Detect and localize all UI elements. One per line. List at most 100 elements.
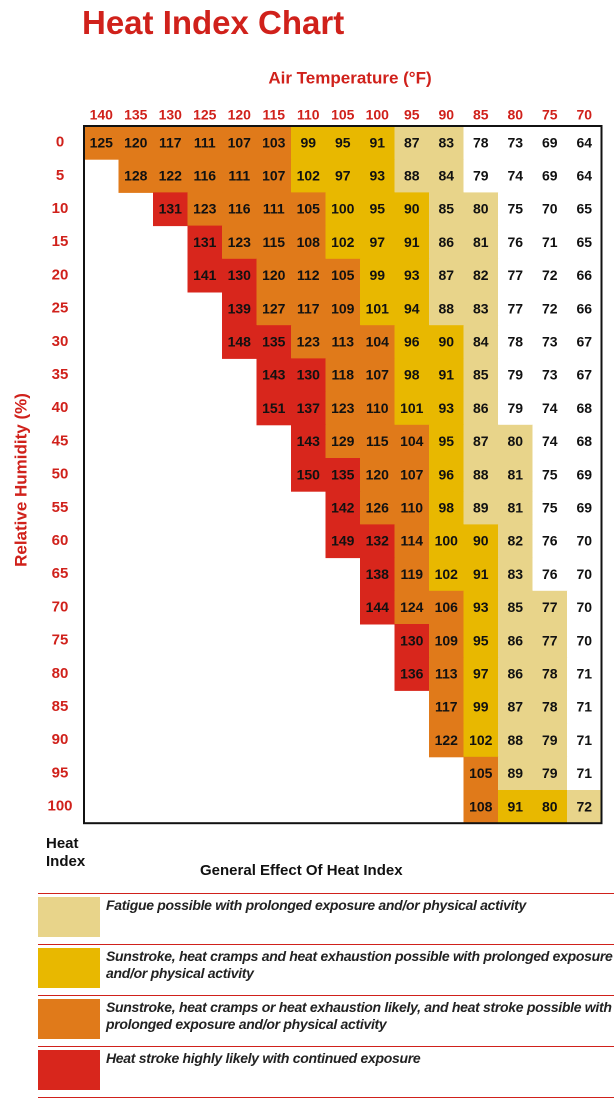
cell-value: 79	[542, 732, 558, 748]
cell-bg	[498, 325, 533, 359]
cell-bg	[222, 192, 257, 227]
cell-bg	[256, 192, 292, 227]
cell-value: 64	[576, 134, 592, 150]
cell-bg	[360, 126, 395, 160]
cell-value: 141	[193, 267, 217, 283]
cell-bg	[567, 225, 602, 260]
cell-bg	[360, 524, 395, 559]
cell-bg	[567, 424, 602, 459]
cell-value: 67	[576, 367, 592, 383]
cell-bg	[429, 424, 464, 459]
cell-bg	[463, 690, 499, 725]
cell-bg	[567, 159, 602, 193]
humidity-label: 80	[52, 665, 69, 682]
cell-value: 74	[542, 433, 558, 449]
cell-value: 110	[366, 400, 389, 416]
cell-value: 88	[404, 168, 420, 184]
cell-bg	[567, 557, 602, 592]
legend-text: Sunstroke, heat cramps or heat exhaustio…	[106, 999, 612, 1032]
temperature-label: 130	[159, 107, 183, 123]
temperature-label: 90	[438, 107, 454, 123]
cell-value: 93	[473, 599, 489, 615]
cell-bg	[532, 458, 568, 492]
cell-value: 69	[576, 500, 592, 516]
cell-value: 66	[576, 267, 592, 283]
humidity-label: 35	[52, 366, 69, 383]
cell-value: 73	[542, 367, 558, 383]
cell-bg	[498, 557, 533, 592]
cell-value: 70	[576, 632, 592, 648]
cell-value: 82	[473, 267, 489, 283]
cell-value: 137	[297, 400, 321, 416]
cell-value: 107	[366, 367, 390, 383]
cell-value: 129	[331, 433, 355, 449]
cell-bg	[429, 292, 464, 326]
cell-value: 70	[576, 599, 592, 615]
legend-swatch	[38, 897, 100, 937]
cell-bg	[532, 756, 568, 791]
humidity-label: 100	[47, 798, 72, 815]
cell-bg	[360, 557, 395, 592]
temperature-label: 95	[404, 107, 420, 123]
cell-bg	[325, 424, 361, 459]
cell-value: 74	[542, 400, 558, 416]
cell-value: 115	[262, 234, 285, 250]
humidity-label: 75	[52, 632, 69, 649]
cell-bg	[567, 491, 602, 525]
cell-value: 103	[262, 134, 286, 150]
cell-value: 77	[542, 599, 558, 615]
cell-bg	[463, 159, 499, 193]
cell-value: 100	[435, 533, 459, 549]
cell-value: 67	[576, 334, 592, 350]
cell-value: 89	[507, 765, 523, 781]
cell-value: 90	[438, 334, 454, 350]
cell-bg	[222, 292, 257, 326]
humidity-label: 55	[52, 499, 69, 516]
cell-bg	[325, 159, 361, 193]
cell-bg	[463, 458, 499, 492]
cell-value: 85	[438, 201, 454, 217]
cell-value: 109	[331, 300, 355, 316]
cell-value: 116	[193, 168, 216, 184]
temperature-label: 75	[542, 107, 558, 123]
cell-bg	[291, 391, 326, 426]
cell-bg	[532, 723, 568, 758]
cell-value: 77	[507, 300, 523, 316]
cell-bg	[532, 657, 568, 691]
cell-value: 72	[542, 267, 558, 283]
cell-value: 78	[473, 134, 489, 150]
cell-value: 72	[576, 798, 592, 814]
cell-value: 65	[576, 234, 592, 250]
cell-value: 102	[469, 732, 493, 748]
cell-bg	[532, 358, 568, 393]
cell-bg	[567, 192, 602, 227]
cell-bg	[498, 391, 533, 426]
cell-value: 82	[507, 533, 523, 549]
cell-value: 76	[507, 234, 523, 250]
cell-bg	[325, 258, 361, 293]
cell-bg	[463, 358, 499, 393]
cell-value: 71	[542, 234, 558, 250]
cell-bg	[532, 557, 568, 592]
cell-value: 79	[473, 168, 489, 184]
cell-bg	[360, 458, 395, 492]
cell-bg	[360, 225, 395, 260]
cell-value: 143	[297, 433, 321, 449]
cell-value: 102	[297, 168, 321, 184]
cell-value: 95	[473, 632, 489, 648]
cell-value: 117	[435, 699, 458, 715]
cell-value: 77	[542, 632, 558, 648]
cell-bg	[567, 690, 602, 725]
cell-bg	[429, 657, 464, 691]
legend-swatch	[38, 1050, 100, 1090]
cell-bg	[567, 258, 602, 293]
cell-value: 81	[473, 234, 489, 250]
cell-value: 111	[263, 201, 285, 217]
cell-bg	[222, 258, 257, 293]
cell-value: 70	[576, 533, 592, 549]
cell-value: 69	[576, 466, 592, 482]
cell-bg	[291, 424, 326, 459]
cell-value: 84	[438, 168, 454, 184]
cell-value: 95	[438, 433, 454, 449]
cell-bg	[394, 358, 430, 393]
